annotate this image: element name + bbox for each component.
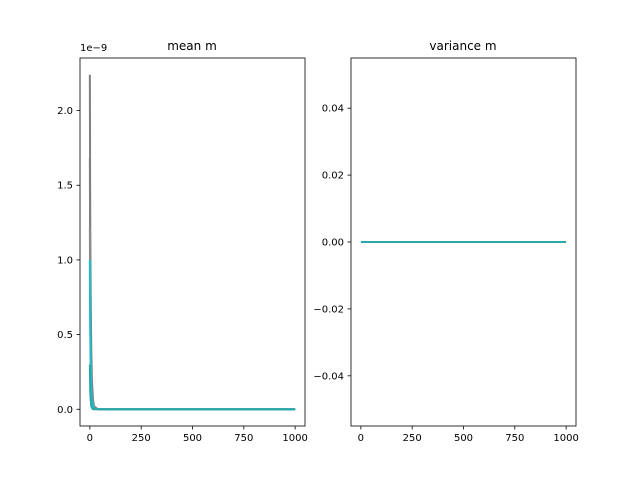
y-tick-label: 0.0 bbox=[57, 405, 73, 416]
x-tick-label: 750 bbox=[505, 433, 524, 444]
y-tick-label: 0.04 bbox=[322, 104, 344, 115]
y-offset-text: 1e−9 bbox=[80, 43, 107, 54]
x-tick-label: 500 bbox=[183, 433, 202, 444]
x-tick-label: 500 bbox=[454, 433, 473, 444]
subplot-variance-m: variance m 0 250 500 750 1000−0.04−0.020.000… bbox=[313, 39, 579, 444]
y-tick-label: 0.00 bbox=[322, 238, 344, 249]
y-tick-label: 2.0 bbox=[57, 106, 73, 117]
x-tick-label: 1000 bbox=[553, 433, 578, 444]
chart-title: mean m bbox=[167, 39, 217, 53]
y-tick-label: 0.5 bbox=[57, 330, 73, 341]
x-tick-label: 750 bbox=[234, 433, 253, 444]
y-tick-label: −0.02 bbox=[313, 304, 344, 315]
plot-area: 0 250 500 750 1000 −0.04 −0.02 0.00 0.02 0.04 bbox=[313, 57, 579, 444]
x-tick-label: 250 bbox=[132, 433, 151, 444]
y-tick-label: 0.02 bbox=[322, 171, 344, 182]
x-tick-label: 250 bbox=[403, 433, 422, 444]
subplot-mean-m: mean m 1e−9 0 250 500 750 1000 0.0 0.5 1.0 1.5 2.… bbox=[57, 39, 308, 444]
x-tick-label: 0 bbox=[87, 433, 93, 444]
plot-area: 0 250 500 750 1000 0.0 0.5 1.0 1.5 2.0 bbox=[57, 57, 308, 444]
x-tick-label: 0 bbox=[358, 433, 364, 444]
y-tick-label: 1.0 bbox=[57, 255, 73, 266]
x-tick-label: 1000 bbox=[282, 433, 307, 444]
series-line bbox=[88, 364, 296, 411]
chart-title: variance m bbox=[429, 39, 496, 53]
y-tick-label: 1.5 bbox=[57, 181, 73, 192]
y-tick-label: −0.04 bbox=[313, 371, 344, 382]
